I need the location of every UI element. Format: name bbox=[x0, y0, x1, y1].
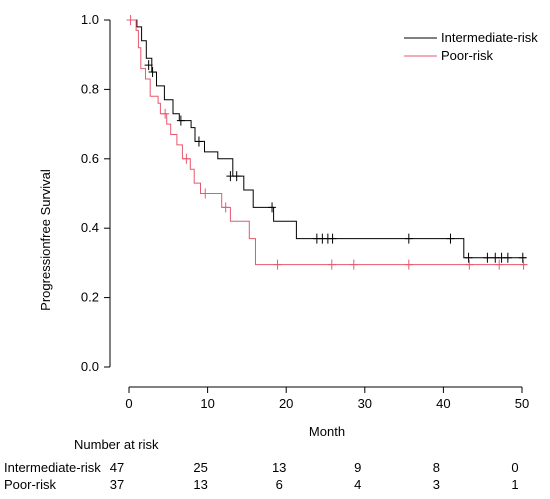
y-axis-label: Progressionfree Survival bbox=[38, 169, 53, 311]
censor-mark-poor bbox=[465, 259, 474, 270]
censor-mark-intermediate bbox=[194, 136, 203, 147]
x-tick-label: 50 bbox=[515, 396, 529, 411]
risk-table-title: Number at risk bbox=[74, 437, 159, 452]
series-layer bbox=[126, 15, 528, 270]
censor-mark-intermediate bbox=[268, 202, 277, 213]
x-tick-label: 20 bbox=[279, 396, 293, 411]
legend: Intermediate-risk Poor-risk bbox=[404, 30, 538, 63]
y-tick-label: 0.0 bbox=[81, 359, 99, 374]
plot-axes: 0.0 0.2 0.4 0.6 0.8 1.0 0 10 20 30 40 50 bbox=[81, 12, 529, 411]
censor-mark-intermediate bbox=[328, 233, 337, 244]
y-tick-label: 1.0 bbox=[81, 12, 99, 27]
censor-mark-poor bbox=[201, 188, 210, 199]
censor-mark-poor bbox=[161, 108, 170, 119]
risk-table-cell: 13 bbox=[272, 460, 286, 475]
risk-table-cell: 13 bbox=[193, 477, 207, 492]
risk-table-cell: 25 bbox=[193, 460, 207, 475]
x-tick-label: 0 bbox=[125, 396, 132, 411]
censor-mark-intermediate bbox=[404, 233, 413, 244]
x-axis-label: Month bbox=[309, 424, 345, 439]
censor-mark-poor bbox=[519, 259, 528, 270]
censor-mark-intermediate bbox=[148, 67, 157, 78]
censor-mark-intermediate bbox=[464, 252, 473, 263]
risk-table-cell: 1 bbox=[511, 477, 518, 492]
risk-table-cell: 47 bbox=[110, 460, 124, 475]
censor-mark-intermediate bbox=[232, 171, 241, 182]
risk-table-cell: 8 bbox=[433, 460, 440, 475]
censor-mark-intermediate bbox=[483, 252, 492, 263]
censor-mark-intermediate bbox=[518, 252, 527, 263]
censor-mark-intermediate bbox=[503, 252, 512, 263]
y-tick-label: 0.2 bbox=[81, 290, 99, 305]
censor-mark-intermediate bbox=[176, 115, 185, 126]
censor-mark-intermediate bbox=[446, 233, 455, 244]
risk-table-cell: 0 bbox=[511, 460, 518, 475]
risk-table-cell: 4 bbox=[354, 477, 361, 492]
y-tick-label: 0.4 bbox=[81, 220, 99, 235]
risk-table-row-label: Intermediate-risk bbox=[4, 460, 101, 475]
censor-mark-poor bbox=[349, 259, 358, 270]
risk-table-row-label: Poor-risk bbox=[4, 477, 57, 492]
legend-label: Intermediate-risk bbox=[441, 30, 538, 45]
risk-table-cell: 9 bbox=[354, 460, 361, 475]
censor-mark-poor bbox=[404, 259, 413, 270]
x-tick-label: 10 bbox=[200, 396, 214, 411]
censor-mark-poor bbox=[327, 259, 336, 270]
x-tick-label: 30 bbox=[358, 396, 372, 411]
legend-label: Poor-risk bbox=[441, 48, 494, 63]
risk-table-cell: 37 bbox=[110, 477, 124, 492]
y-tick-label: 0.6 bbox=[81, 151, 99, 166]
censor-mark-poor bbox=[182, 153, 191, 164]
censor-mark-intermediate bbox=[144, 60, 153, 71]
risk-table-cell: 3 bbox=[433, 477, 440, 492]
censor-mark-poor bbox=[495, 259, 504, 270]
censor-mark-poor bbox=[221, 202, 230, 213]
x-tick-label: 40 bbox=[436, 396, 450, 411]
risk-table-cell: 6 bbox=[276, 477, 283, 492]
y-tick-label: 0.8 bbox=[81, 81, 99, 96]
censor-mark-poor bbox=[273, 259, 282, 270]
censor-mark-poor bbox=[126, 15, 135, 25]
